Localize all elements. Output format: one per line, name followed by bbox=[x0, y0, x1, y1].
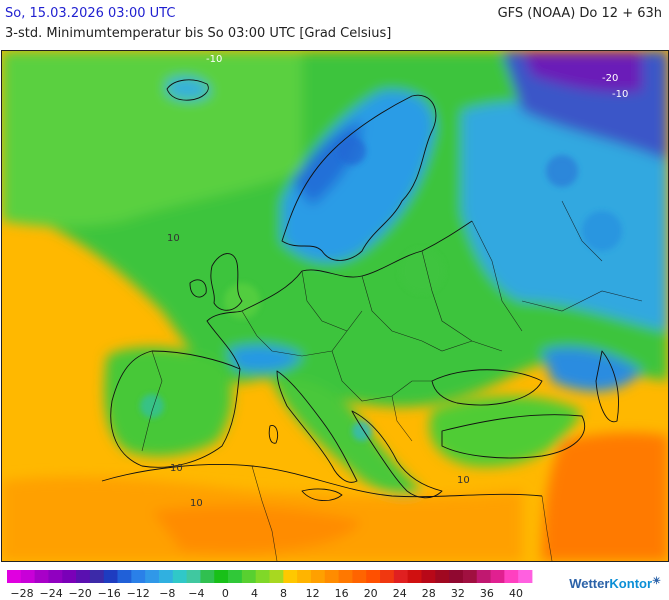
legend-swatch bbox=[20, 570, 36, 583]
legend-swatch bbox=[158, 570, 174, 583]
legend-tick-label: 40 bbox=[509, 587, 523, 600]
legend-tick-label: −20 bbox=[68, 587, 91, 600]
legend-swatch bbox=[62, 570, 77, 583]
contour-label: -10 bbox=[612, 89, 628, 100]
legend-swatch bbox=[131, 570, 146, 583]
legend-swatch bbox=[76, 570, 91, 583]
legend-swatch bbox=[89, 570, 105, 583]
brand-logo: WetterKontor☀ bbox=[569, 576, 661, 591]
legend-tick-label: 32 bbox=[451, 587, 465, 600]
legend-tick-label: 0 bbox=[222, 587, 229, 600]
map-description: 3-std. Minimumtemperatur bis So 03:00 UT… bbox=[5, 26, 392, 41]
legend-tick-label: 8 bbox=[280, 587, 287, 600]
date-label: So, 15.03.2026 03:00 UTC bbox=[5, 6, 176, 21]
model-run-label: GFS (NOAA) Do 12 + 63h bbox=[497, 6, 662, 21]
legend-swatch bbox=[490, 570, 505, 583]
legend-tick-label: −28 bbox=[10, 587, 33, 600]
contour-label: 10 bbox=[167, 233, 180, 244]
legend-swatch bbox=[48, 570, 63, 583]
brand-name-part1: Wetter bbox=[569, 576, 610, 591]
legend-swatch bbox=[297, 570, 312, 583]
legend-swatch bbox=[338, 570, 353, 583]
legend-tick-label: 24 bbox=[393, 587, 407, 600]
legend-swatch bbox=[214, 570, 229, 583]
legend-tick-label: 20 bbox=[364, 587, 378, 600]
legend-swatch bbox=[145, 570, 160, 583]
brand-name-part2: Kontor bbox=[609, 576, 653, 591]
legend-tick-label: −24 bbox=[39, 587, 62, 600]
legend-tick-label: 12 bbox=[306, 587, 320, 600]
legend-swatch bbox=[269, 570, 284, 583]
legend-ticks: −28 −24 −20 −16 −12 −8 −4 0 4 8 12 16 20 24 28 32 36 40 bbox=[10, 587, 523, 600]
legend-swatch bbox=[117, 570, 132, 583]
legend-swatch bbox=[172, 570, 188, 583]
temperature-map: -10 -20 -10 10 10 10 10 bbox=[1, 50, 669, 562]
legend-tick-label: −8 bbox=[159, 587, 175, 600]
legend-swatch bbox=[7, 570, 22, 583]
legend-swatch bbox=[352, 570, 367, 583]
legend-swatch bbox=[186, 570, 201, 583]
legend-swatch bbox=[283, 570, 298, 583]
contour-label: -10 bbox=[206, 54, 222, 65]
legend-swatches bbox=[7, 570, 533, 583]
legend-swatch bbox=[449, 570, 464, 583]
weather-icon: ☀ bbox=[652, 576, 661, 587]
legend-tick-label: 28 bbox=[422, 587, 436, 600]
legend-swatch bbox=[407, 570, 422, 583]
legend-swatch bbox=[255, 570, 270, 583]
contour-label: 10 bbox=[190, 498, 203, 509]
borders bbox=[141, 200, 643, 561]
legend-tick-label: 4 bbox=[251, 587, 258, 600]
legend-swatch bbox=[380, 570, 395, 583]
legend-swatch bbox=[34, 570, 49, 583]
contour-labels: -10 -20 -10 10 10 10 10 bbox=[167, 54, 628, 509]
contour-label: -20 bbox=[602, 73, 618, 84]
temperature-field bbox=[2, 51, 668, 561]
legend-tick-label: −16 bbox=[98, 587, 121, 600]
legend-swatch bbox=[241, 570, 257, 583]
legend-tick-label: −12 bbox=[127, 587, 150, 600]
coastlines bbox=[101, 79, 619, 501]
legend-swatch bbox=[476, 570, 491, 583]
legend-swatch bbox=[200, 570, 215, 583]
contour-label: 10 bbox=[457, 475, 470, 486]
legend-swatch bbox=[393, 570, 409, 583]
legend-swatch bbox=[228, 570, 243, 583]
legend-swatch bbox=[421, 570, 436, 583]
legend-tick-label: 16 bbox=[335, 587, 349, 600]
legend-swatch bbox=[324, 570, 339, 583]
legend-swatch bbox=[366, 570, 381, 583]
legend-swatch bbox=[435, 570, 450, 583]
contour-label: 10 bbox=[170, 463, 183, 474]
legend-swatch bbox=[462, 570, 478, 583]
legend-swatch bbox=[504, 570, 519, 583]
legend-tick-label: −4 bbox=[188, 587, 204, 600]
legend-tick-label: 36 bbox=[480, 587, 494, 600]
color-legend: −28 −24 −20 −16 −12 −8 −4 0 4 8 12 16 20 24 28 32 36 40 bbox=[7, 570, 533, 600]
legend-swatch bbox=[310, 570, 326, 583]
legend-swatch bbox=[518, 570, 533, 583]
legend-swatch bbox=[103, 570, 118, 583]
